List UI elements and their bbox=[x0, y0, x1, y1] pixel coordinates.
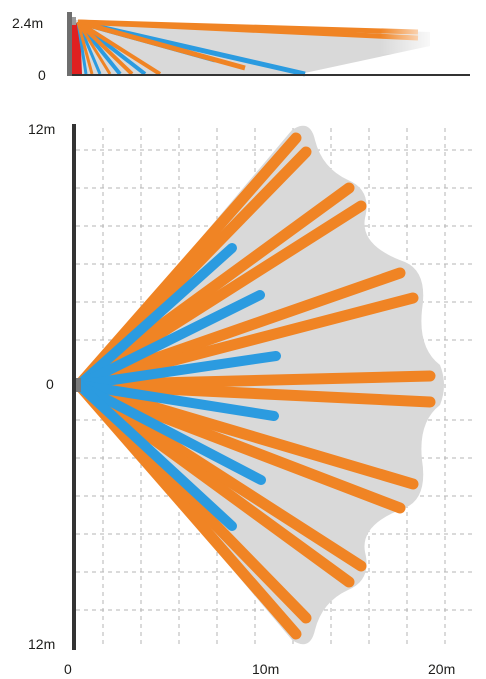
side-sensor-icon bbox=[72, 17, 76, 25]
x-label-0: 0 bbox=[64, 661, 72, 677]
side-height-label: 2.4m bbox=[12, 15, 43, 31]
side-wall bbox=[67, 12, 72, 76]
side-long-range-beams bbox=[76, 19, 419, 76]
y-bottom-label: 12m bbox=[28, 636, 55, 652]
top-view: 12m 0 12m 0 10m 20m bbox=[28, 121, 475, 677]
y-top-label: 12m bbox=[28, 121, 55, 137]
x-label-20m: 20m bbox=[428, 661, 455, 677]
x-label-10m: 10m bbox=[252, 661, 279, 677]
y-zero-label: 0 bbox=[46, 376, 54, 392]
sensor-icon bbox=[76, 378, 81, 392]
side-zero-label: 0 bbox=[38, 67, 46, 83]
side-view: 2.4m 0 bbox=[12, 12, 470, 83]
short-range-beams bbox=[74, 243, 281, 531]
